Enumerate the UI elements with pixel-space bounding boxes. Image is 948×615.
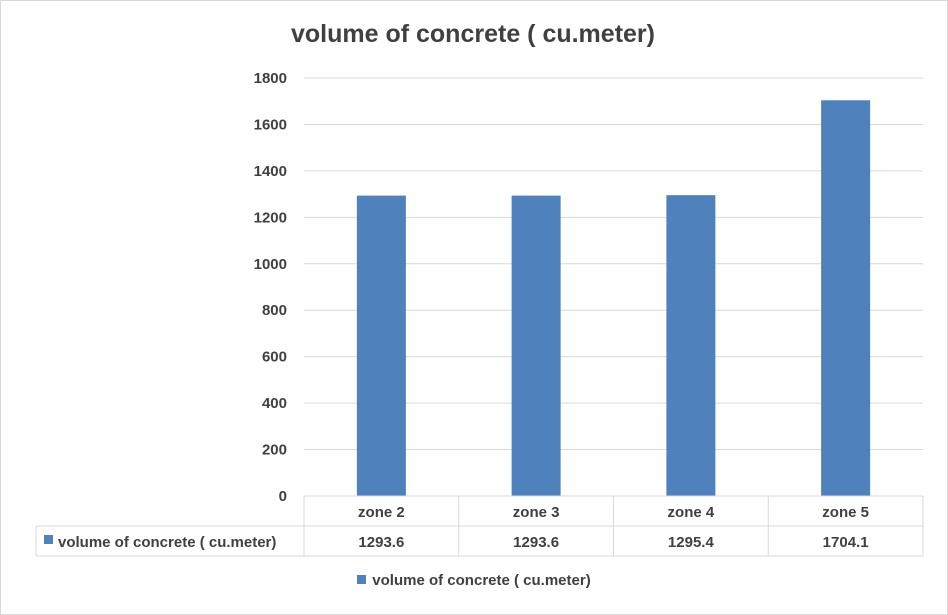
x-tick-label: zone 4 xyxy=(668,504,715,521)
y-tick-label: 1600 xyxy=(254,116,287,133)
data-label: 1293.6 xyxy=(513,534,559,551)
x-tick-label: zone 3 xyxy=(513,504,560,521)
y-tick-label: 800 xyxy=(262,302,287,319)
y-tick-label: 1400 xyxy=(254,163,287,180)
bar xyxy=(821,100,871,496)
x-tick-label: zone 5 xyxy=(822,504,869,521)
data-label: 1704.1 xyxy=(823,534,869,551)
y-tick-label: 1200 xyxy=(254,209,287,226)
legend-label: volume of concrete ( cu.meter) xyxy=(372,572,591,589)
bar xyxy=(356,195,406,496)
legend: volume of concrete ( cu.meter) xyxy=(0,572,948,589)
y-tick-label: 1000 xyxy=(254,256,287,273)
table-legend-swatch xyxy=(44,535,53,544)
bar xyxy=(511,195,561,496)
table-row-label: volume of concrete ( cu.meter) xyxy=(58,534,276,551)
x-tick-label: zone 2 xyxy=(358,504,405,521)
y-tick-label: 200 xyxy=(262,442,287,459)
y-tick-label: 600 xyxy=(262,349,287,366)
y-tick-label: 400 xyxy=(262,395,287,412)
y-tick-label: 0 xyxy=(279,488,287,505)
data-label: 1295.4 xyxy=(668,534,715,551)
chart-title-text: volume of concrete ( cu.meter) xyxy=(291,20,655,48)
bar xyxy=(666,195,716,497)
data-label: 1293.6 xyxy=(358,534,404,551)
chart-title: volume of concrete ( cu.meter) xyxy=(0,20,948,49)
legend-swatch xyxy=(357,575,367,584)
y-tick-label: 1800 xyxy=(254,70,287,87)
